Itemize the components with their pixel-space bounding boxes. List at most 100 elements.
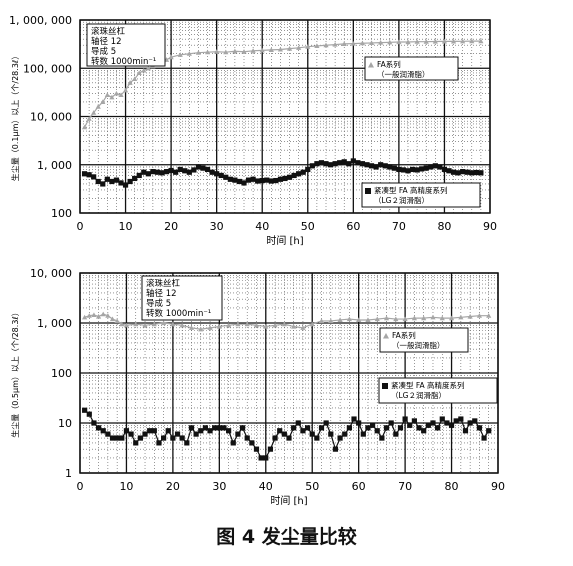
plot-frame [79,272,499,474]
data-point [304,425,311,431]
data-point [314,161,320,167]
data-point [113,90,120,96]
data-point [207,325,213,330]
data-point [151,321,157,327]
y-axis-label: 生尘量（0.5μm）以上（个/28.3ℓ） [10,308,20,437]
chart-2: 1 10 100 1, 000 10, 000 0 10 20 30 40 50 60 70 80 90 时间… [10,267,505,507]
y-tick-label: 10, 000 [30,111,72,124]
data-point [209,169,215,175]
info-box-line: 轴径 12 [146,288,177,299]
data-point [273,177,279,184]
data-point [374,316,380,322]
data-point [272,435,278,441]
data-point [341,159,347,165]
data-point [346,161,352,167]
data-point [305,166,311,173]
y-tick-label: 1, 000, 000 [9,14,72,27]
data-point [182,168,188,174]
data-point [214,49,220,54]
data-point [365,317,371,323]
data-point [314,435,320,441]
data-point [230,440,236,446]
data-point [486,428,492,434]
data-point [267,446,274,452]
data-point [476,425,483,431]
data-point [118,92,124,98]
data-point [95,104,101,109]
data-point [218,172,224,179]
data-point [414,39,420,44]
data-point [448,422,455,428]
x-tick-label: 70 [392,220,406,233]
x-tick-label: 10 [119,480,133,493]
x-tick-label: 30 [212,480,226,493]
data-point [268,178,274,184]
data-point [444,420,450,426]
data-point [450,169,457,175]
data-point [165,428,171,434]
data-point [122,182,129,188]
data-point [198,428,204,434]
data-point [360,431,366,437]
data-point [244,321,250,327]
data-point [109,435,116,441]
data-point [133,440,139,446]
data-point [387,164,393,170]
data-point [355,160,361,166]
data-point [147,428,153,434]
data-point [277,46,284,52]
data-point [122,87,129,93]
data-point [221,425,227,431]
data-point [277,428,283,434]
data-point [105,313,111,318]
legend-marker [368,62,374,68]
data-point [467,313,473,319]
data-point [179,322,185,328]
data-point [132,76,138,82]
series-2 [81,158,484,188]
data-point [469,38,475,44]
data-point [141,67,147,73]
legend-marker [383,333,389,339]
legend-label: 紧凑型 FA 高精度系列 [374,185,448,195]
data-point [263,455,269,461]
data-point [281,431,287,437]
x-tick-label: 0 [77,480,84,493]
legend-note: （LG２润滑脂） [391,390,446,400]
data-point [239,425,246,431]
data-point [235,321,241,327]
info-box [86,23,166,67]
data-point [81,171,88,177]
data-point [419,166,425,172]
data-point [191,167,197,173]
y-tick-label: 10, 000 [30,267,72,280]
data-point [405,39,411,45]
data-point [177,52,183,57]
data-point [337,435,343,441]
data-point [318,318,325,324]
data-point [204,49,211,55]
x-tick-label: 90 [483,220,497,233]
data-point [118,180,124,186]
data-point [91,110,97,115]
data-point [337,317,343,323]
y-tick-label: 1, 000 [37,159,72,172]
data-point [341,41,347,46]
chart-1: 100 1, 000 10, 000 100, 000 1, 000, 000 0 10 20… [9,14,497,247]
data-point [481,435,487,441]
data-point [323,42,329,48]
y-tick-label: 1 [65,467,72,480]
y-tick-label: 10 [58,417,72,430]
data-point [328,431,334,437]
data-point [141,169,147,175]
data-point [250,48,256,53]
data-point [453,418,459,424]
data-point [318,160,325,166]
data-point [82,407,88,413]
x-tick-label: 20 [164,220,178,233]
data-point [82,314,88,320]
data-point [305,44,311,49]
data-point [100,99,106,105]
data-point [379,435,385,441]
data-point [383,425,390,431]
